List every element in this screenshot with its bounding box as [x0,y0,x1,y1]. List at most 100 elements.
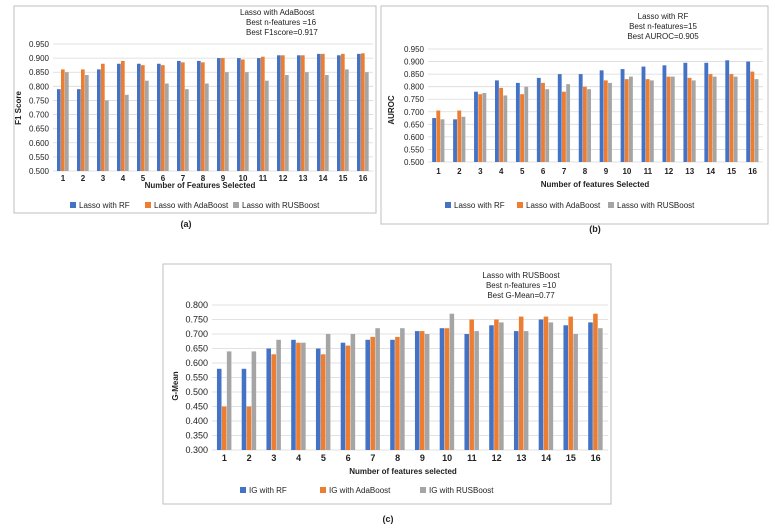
bar [85,75,89,171]
bar [251,351,257,450]
annotation-b-line-3: Best AUROC=0.905 [627,32,699,41]
bar [181,62,185,171]
bar [345,69,349,171]
bar [518,316,524,450]
x-tick-label: 4 [499,167,504,176]
bar [137,63,141,171]
annotation-c-line-2: Best n-features =10 [486,281,557,290]
x-tick-label: 11 [467,453,477,463]
legend-label: IG with RUSBoost [429,486,494,495]
bar [474,91,478,162]
bar [217,58,221,171]
x-tick-label: 7 [562,167,567,176]
x-tick-label: 3 [478,167,483,176]
bar [305,72,309,171]
bar [499,322,504,450]
bar [729,74,734,162]
bar [566,84,571,162]
legend-label: Lasso with RF [79,201,130,210]
bar [201,62,205,171]
bar [246,406,252,450]
y-tick-label: 0.900 [29,54,50,63]
bar [57,89,61,171]
legend-swatch [445,202,451,208]
legend-label: Lasso with RF [454,201,505,210]
bar [495,80,499,162]
x-tick-label: 2 [247,453,252,463]
legend-swatch [145,202,151,208]
y-tick-label: 0.800 [404,83,425,92]
y-tick-label: 0.700 [29,111,50,120]
bar [361,53,365,171]
x-tick-label: 4 [296,453,301,463]
y-tick-label: 0.600 [404,133,425,142]
bar [345,345,351,450]
bar [582,86,587,162]
bar [568,316,573,450]
bar [557,74,562,162]
bar [271,354,276,450]
x-tick-label: 7 [181,174,186,183]
bar [620,69,625,162]
bar [241,59,245,172]
x-tick-label: 6 [161,174,166,183]
bar [297,55,301,171]
y-tick-label: 0.750 [404,95,425,104]
bar [573,334,578,450]
y-tick-label: 0.550 [404,145,425,154]
bar [436,110,441,162]
bar [563,325,569,450]
y-tick-label: 0.400 [185,416,208,426]
bar [177,60,181,171]
y-tick-label: 0.800 [29,82,50,91]
bar [461,116,466,162]
x-tick-label: 4 [121,174,126,183]
x-tick-label: 6 [541,167,546,176]
bar [325,334,331,450]
legend-c: IG with RF IG with AdaBoost IG with RUSBoo… [240,486,494,495]
bar [337,55,341,171]
x-tick-label: 13 [299,174,308,183]
bar [733,76,738,162]
chart-panel-a: Lasso with AdaBoost Best n-features =16 … [13,5,377,214]
bar [266,348,272,450]
bar [545,89,550,162]
bar [165,83,169,171]
legend-swatch [233,202,239,208]
x-tick-label: 10 [622,167,631,176]
panel-label-c: (c) [383,514,394,524]
y-tick-label: 0.950 [29,40,50,49]
bar [365,72,369,171]
bar [365,339,371,450]
bar [603,80,608,162]
bar [449,313,455,450]
bar [301,342,306,450]
bar [101,63,105,171]
bar [464,334,470,450]
x-tick-label: 8 [583,167,588,176]
bar [708,74,713,162]
y-tick-label: 0.750 [29,96,50,105]
bar [499,87,504,162]
x-axis-label-b: Number of features Selected [541,180,650,189]
panel-b-frame [380,5,769,225]
x-tick-label: 12 [664,167,673,176]
bar [453,119,457,162]
bar [390,339,395,450]
bar [340,342,346,450]
legend-b: Lasso with RF Lasso with AdaBoost Lasso wi… [445,201,695,210]
x-tick-label: 10 [239,174,248,183]
bar [301,55,305,171]
panel-label-b: (b) [589,224,601,234]
y-tick-label: 0.550 [29,153,50,162]
bar [548,322,554,450]
bar [515,82,520,162]
bar [520,94,524,162]
annotation-b-line-1: Lasso with RF [638,12,689,21]
bar [161,65,165,171]
bar [662,65,667,162]
bar [65,72,69,171]
x-tick-label: 2 [81,174,86,183]
bar [315,348,321,450]
x-tick-label: 14 [319,174,328,183]
